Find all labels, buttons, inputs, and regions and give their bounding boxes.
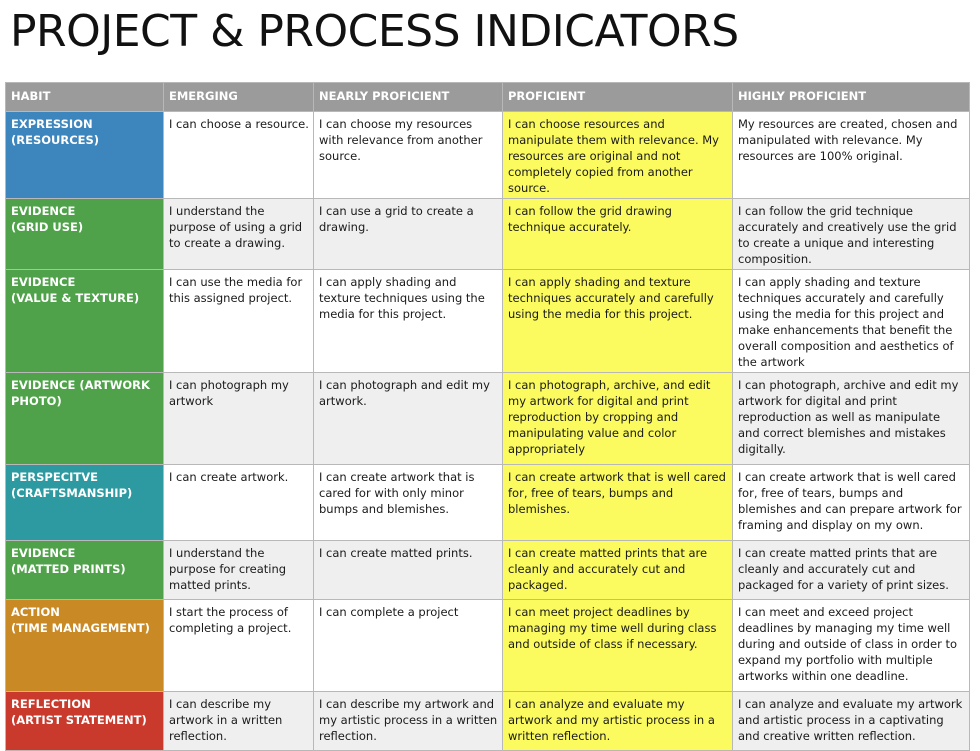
table-row: PERSPECITVE (CRAFTSMANSHIP) I can create … <box>5 464 970 541</box>
habit-cell: EVIDENCE (VALUE & TEXTURE) <box>5 269 164 373</box>
highly-proficient-cell: I can follow the grid technique accurate… <box>732 198 970 270</box>
highly-proficient-cell: I can photograph, archive and edit my ar… <box>732 372 970 465</box>
emerging-cell: I can use the media for this assigned pr… <box>163 269 314 373</box>
highly-proficient-cell: I can analyze and evaluate my artwork an… <box>732 691 970 751</box>
nearly-proficient-cell: I can create artwork that is cared for w… <box>313 464 503 541</box>
habit-cell: ACTION (TIME MANAGEMENT) <box>5 599 164 692</box>
habit-cell: EVIDENCE (ARTWORK PHOTO) <box>5 372 164 465</box>
header-row: HABIT EMERGING NEARLY PROFICIENT PROFICI… <box>5 82 970 112</box>
proficient-cell: I can choose resources and manipulate th… <box>502 111 733 199</box>
emerging-cell: I understand the purpose for creating ma… <box>163 540 314 600</box>
nearly-proficient-cell: I can describe my artwork and my artisti… <box>313 691 503 751</box>
habit-cell: PERSPECITVE (CRAFTSMANSHIP) <box>5 464 164 541</box>
proficient-cell: I can apply shading and texture techniqu… <box>502 269 733 373</box>
emerging-cell: I can choose a resource. <box>163 111 314 199</box>
table-row: ACTION (TIME MANAGEMENT) I start the proc… <box>5 599 970 692</box>
header-highly-proficient: HIGHLY PROFICIENT <box>732 82 970 112</box>
emerging-cell: I can create artwork. <box>163 464 314 541</box>
header-proficient: PROFICIENT <box>502 82 733 112</box>
table-row: EVIDENCE (ARTWORK PHOTO) I can photograph… <box>5 372 970 465</box>
rubric-table: HABIT EMERGING NEARLY PROFICIENT PROFICI… <box>5 82 970 751</box>
table-row: EVIDENCE (MATTED PRINTS) I understand the… <box>5 540 970 600</box>
proficient-cell: I can create matted prints that are clea… <box>502 540 733 600</box>
habit-cell: REFLECTION (ARTIST STATEMENT) <box>5 691 164 751</box>
highly-proficient-cell: I can create matted prints that are clea… <box>732 540 970 600</box>
emerging-cell: I start the process of completing a proj… <box>163 599 314 692</box>
nearly-proficient-cell: I can complete a project <box>313 599 503 692</box>
nearly-proficient-cell: I can create matted prints. <box>313 540 503 600</box>
proficient-cell: I can meet project deadlines by managing… <box>502 599 733 692</box>
nearly-proficient-cell: I can use a grid to create a drawing. <box>313 198 503 270</box>
proficient-cell: I can analyze and evaluate my artwork an… <box>502 691 733 751</box>
header-nearly-proficient: NEARLY PROFICIENT <box>313 82 503 112</box>
emerging-cell: I can describe my artwork in a written r… <box>163 691 314 751</box>
habit-cell: EVIDENCE (MATTED PRINTS) <box>5 540 164 600</box>
proficient-cell: I can create artwork that is well cared … <box>502 464 733 541</box>
emerging-cell: I understand the purpose of using a grid… <box>163 198 314 270</box>
nearly-proficient-cell: I can apply shading and texture techniqu… <box>313 269 503 373</box>
page-title: PROJECT & PROCESS INDICATORS <box>10 6 739 57</box>
nearly-proficient-cell: I can photograph and edit my artwork. <box>313 372 503 465</box>
highly-proficient-cell: I can apply shading and texture techniqu… <box>732 269 970 373</box>
habit-cell: EVIDENCE (GRID USE) <box>5 198 164 270</box>
table-row: EXPRESSION (RESOURCES) I can choose a res… <box>5 111 970 199</box>
table-row: REFLECTION (ARTIST STATEMENT) I can descr… <box>5 691 970 751</box>
habit-cell: EXPRESSION (RESOURCES) <box>5 111 164 199</box>
table-row: EVIDENCE (GRID USE) I understand the purp… <box>5 198 970 270</box>
header-habit: HABIT <box>5 82 164 112</box>
highly-proficient-cell: I can create artwork that is well cared … <box>732 464 970 541</box>
emerging-cell: I can photograph my artwork <box>163 372 314 465</box>
highly-proficient-cell: My resources are created, chosen and man… <box>732 111 970 199</box>
proficient-cell: I can photograph, archive, and edit my a… <box>502 372 733 465</box>
nearly-proficient-cell: I can choose my resources with relevance… <box>313 111 503 199</box>
highly-proficient-cell: I can meet and exceed project deadlines … <box>732 599 970 692</box>
table-row: EVIDENCE (VALUE & TEXTURE) I can use the … <box>5 269 970 373</box>
header-emerging: EMERGING <box>163 82 314 112</box>
proficient-cell: I can follow the grid drawing technique … <box>502 198 733 270</box>
